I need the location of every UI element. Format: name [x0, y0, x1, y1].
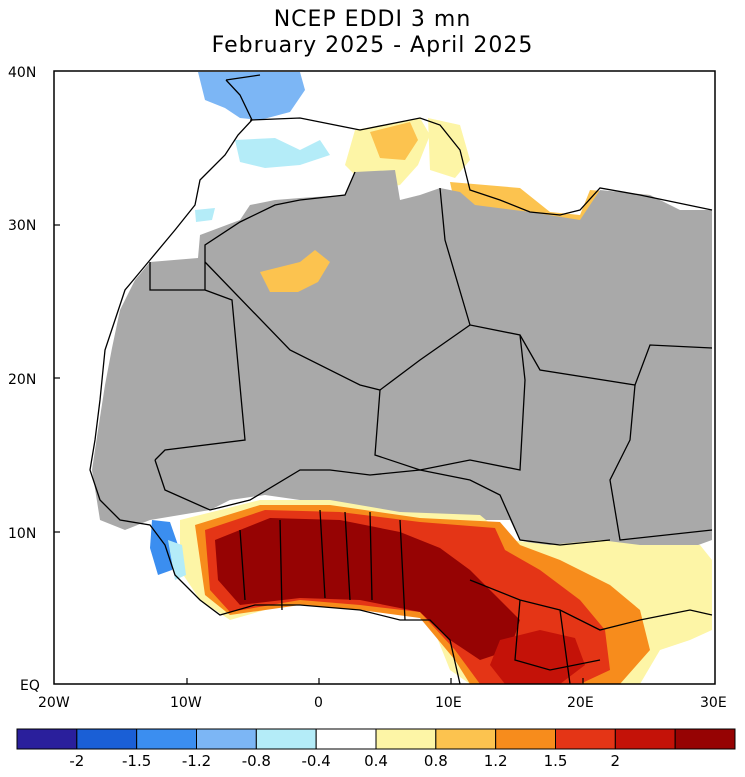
colorbar-swatch [255, 728, 317, 750]
lat-label-10n: 10N [8, 526, 36, 542]
colorbar-swatch [555, 728, 616, 750]
darkred-core-gulf [215, 518, 520, 660]
border-mali-mauritania [149, 262, 246, 461]
colorbar-label: -1.5 [122, 752, 152, 770]
blue-zone-iberia [198, 72, 305, 120]
axis-ticks [54, 224, 584, 684]
lightblue-zone-coast [195, 208, 215, 222]
colorbar-label: 0.4 [364, 752, 388, 770]
colorbar-swatch [16, 728, 78, 750]
border-central-africa [469, 579, 713, 685]
colorbar-label: -2 [69, 752, 85, 770]
coastline-and-borders [89, 74, 713, 685]
lat-label-eq: EQ [20, 678, 40, 694]
colorbar-label: -0.4 [301, 752, 331, 770]
colorbar-label: 1.5 [543, 752, 568, 770]
yellow-zone-tunisia [428, 118, 470, 178]
colorbar-swatch [76, 728, 138, 750]
border-sudan [609, 384, 713, 541]
grey-mask-sahara [92, 170, 712, 550]
border-morocco-algeria [204, 171, 356, 262]
colorbar-label: -1.2 [181, 752, 212, 770]
colorbar [16, 728, 736, 750]
lon-label-10w: 10W [170, 695, 202, 711]
colorbar-swatch [435, 728, 497, 750]
border-niger-chad [374, 334, 526, 471]
lon-label-20e: 20E [567, 695, 594, 711]
border-algeria-mali [204, 261, 471, 391]
lon-label-20w: 20W [38, 695, 70, 711]
darkred-patch-congo [490, 630, 585, 684]
lat-label-40n: 40N [8, 65, 36, 81]
lightblue-patch-guinea [168, 540, 186, 580]
lat-label-30n: 30N [8, 218, 36, 234]
coastline-west-africa [89, 79, 461, 685]
lightblue-zone-morocco [235, 138, 330, 168]
border-gulf-states [239, 509, 406, 621]
coastline-north-africa [225, 74, 713, 216]
lon-label-10e: 10E [435, 695, 462, 711]
orange-zone-atlas [370, 122, 418, 160]
border-libya [439, 187, 713, 386]
colorbar-swatch [674, 728, 736, 750]
lat-label-20n: 20N [8, 372, 36, 388]
colorbar-swatch [196, 728, 257, 750]
map-panel: 40N 30N 20N 10N EQ 20W 10W 0 10E 20E 30E [8, 65, 727, 711]
colorbar-swatch [315, 728, 377, 750]
colorbar-swatch [614, 728, 676, 750]
colorbar-swatch [375, 728, 437, 750]
colorbar-label: 0.8 [423, 752, 448, 770]
border-sahel-south [154, 459, 611, 546]
colorbar-swatch [136, 728, 197, 750]
colorbar-labels: -2 -1.5 -1.2 -0.8 -0.4 0.4 0.8 1.2 1.5 2 [0, 752, 745, 772]
orange-patch-sahara [260, 250, 330, 292]
map-title: NCEP EDDI 3 mn [273, 7, 472, 32]
colorbar-label: -0.8 [241, 752, 271, 770]
lon-label-30e: 30E [700, 695, 727, 711]
colorbar-swatch [495, 728, 556, 750]
map-subtitle: February 2025 - April 2025 [211, 33, 534, 58]
lon-label-0: 0 [314, 695, 323, 711]
colorbar-label: 1.2 [483, 752, 508, 770]
colorbar-label: 2 [610, 752, 621, 770]
